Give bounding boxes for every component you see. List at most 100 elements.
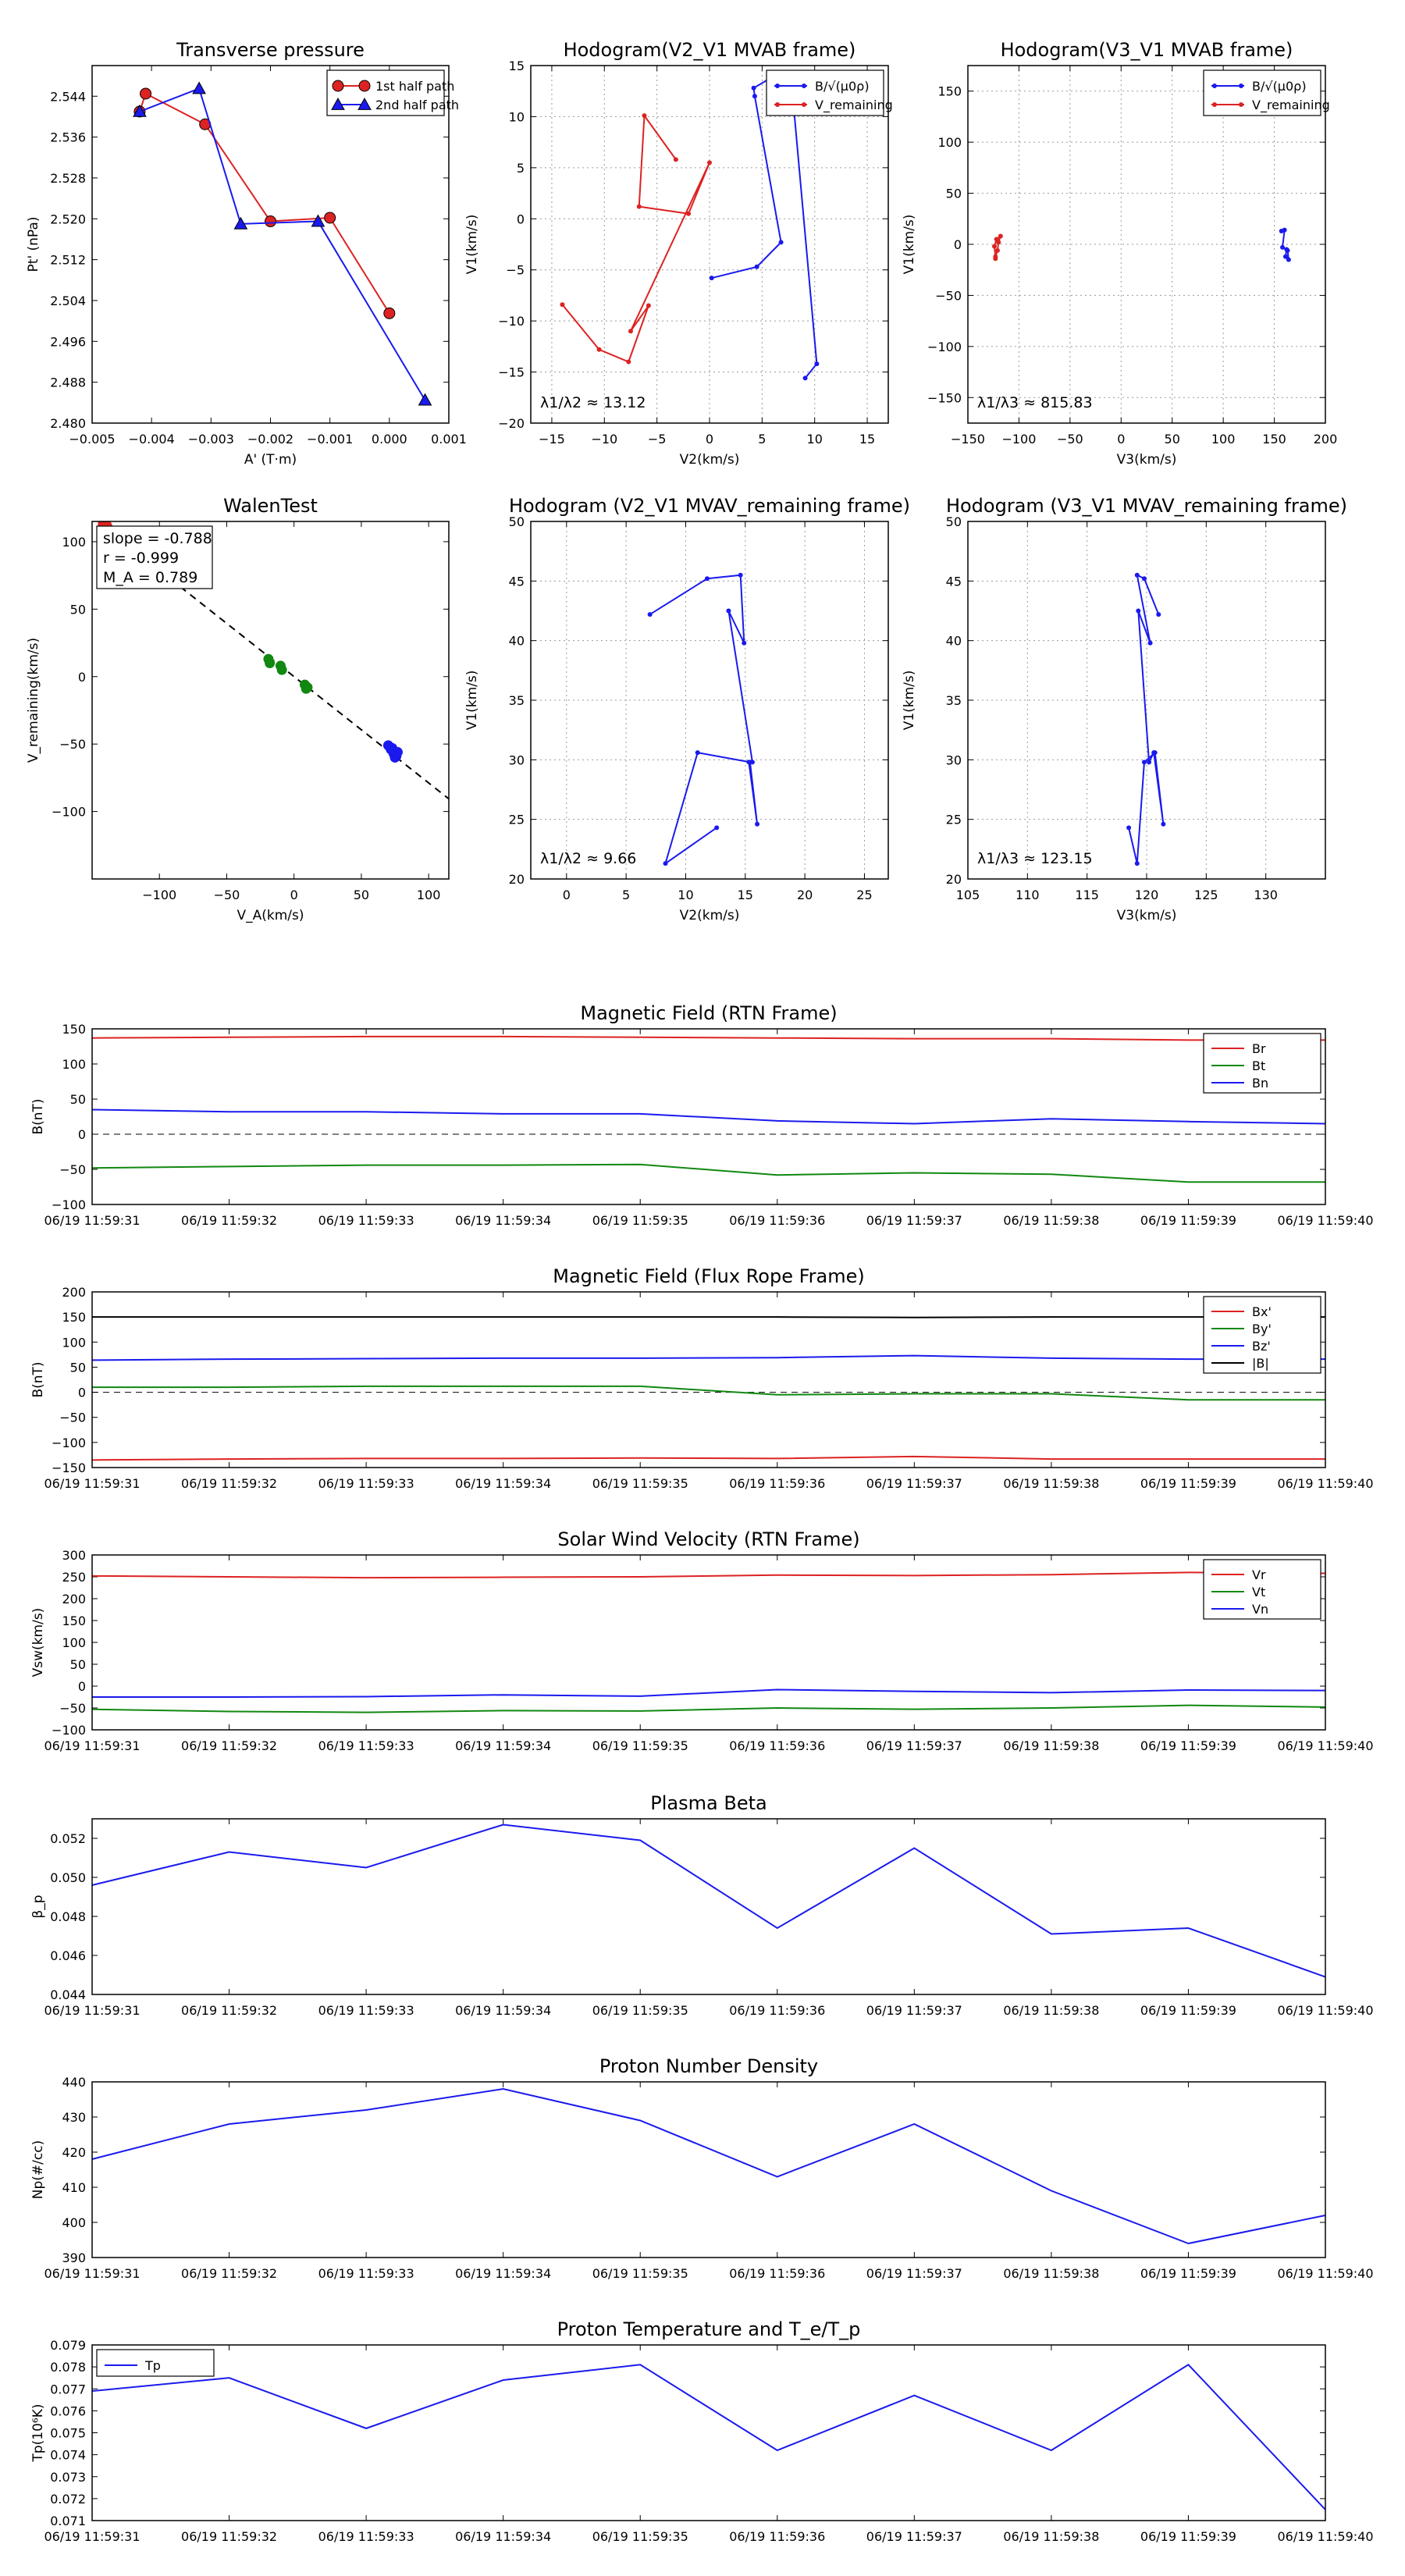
series-line-V_remaining bbox=[561, 113, 710, 363]
legend-label-V_remaining: V_remaining bbox=[1252, 98, 1330, 113]
x-tick-label: 06/19 11:59:37 bbox=[866, 2266, 962, 2281]
y-tick-label: 410 bbox=[62, 2180, 86, 2195]
x-tick-label: 06/19 11:59:38 bbox=[1003, 1476, 1099, 1491]
y-axis-label: Vsw(km/s) bbox=[30, 1608, 46, 1678]
legend: Vr Vt Vn bbox=[1203, 1559, 1321, 1620]
y-tick-label: 40 bbox=[509, 634, 525, 649]
y-tick-label: 200 bbox=[62, 1285, 86, 1300]
y-tick-label: 20 bbox=[946, 872, 962, 887]
y-tick-label: 150 bbox=[62, 1310, 86, 1325]
y-tick-label: 0 bbox=[954, 237, 962, 252]
legend-label-Br: Br bbox=[1252, 1041, 1266, 1056]
x-tick-label: 06/19 11:59:33 bbox=[318, 1213, 414, 1228]
series-group bbox=[133, 81, 432, 406]
y-tick-label: 2.480 bbox=[50, 416, 86, 431]
y-axis-label: V_remaining(km/s) bbox=[26, 638, 41, 763]
series-line-Bt bbox=[92, 1163, 1325, 1183]
x-tick-label: 06/19 11:59:33 bbox=[318, 1738, 414, 1753]
axes-frame bbox=[967, 521, 1326, 880]
x-tick-label: 06/19 11:59:38 bbox=[1003, 1738, 1099, 1753]
y-axis-label: Pt' (nPa) bbox=[26, 217, 41, 272]
legend-marker bbox=[332, 80, 344, 92]
series-group bbox=[92, 1316, 1325, 1461]
walen-stat-line: M_A = 0.789 bbox=[103, 569, 197, 586]
x-tick-label: 06/19 11:59:39 bbox=[1140, 2529, 1236, 2544]
x-tick-label: 06/19 11:59:31 bbox=[44, 1476, 140, 1491]
legend-marker bbox=[1239, 84, 1243, 88]
y-axis-label: V1(km/s) bbox=[902, 671, 917, 731]
data-point bbox=[1134, 572, 1140, 578]
y-tick-label: 0.073 bbox=[50, 2470, 86, 2485]
x-tick-label: 06/19 11:59:36 bbox=[729, 2529, 825, 2544]
y-tick-label: 25 bbox=[946, 813, 962, 827]
x-tick-label: 06/19 11:59:40 bbox=[1277, 2529, 1373, 2544]
axes-frame bbox=[91, 65, 450, 424]
y-tick-label: 0.076 bbox=[50, 2403, 86, 2418]
x-tick-label: 06/19 11:59:38 bbox=[1003, 2003, 1099, 2018]
x-tick-label: 06/19 11:59:37 bbox=[866, 2003, 962, 2018]
x-tick-label: 06/19 11:59:36 bbox=[729, 1738, 825, 1753]
x-tick-label: 06/19 11:59:38 bbox=[1003, 2266, 1099, 2281]
y-tick-label: 100 bbox=[937, 135, 962, 150]
series-line-Tp bbox=[92, 2364, 1325, 2510]
walen-stats-box bbox=[96, 525, 213, 589]
x-tick-label: 115 bbox=[1075, 888, 1099, 902]
data-point bbox=[1280, 244, 1286, 250]
data-point bbox=[802, 375, 808, 381]
chart-sw_velocity: 06/19 11:59:31 06/19 11:59:32 06/19 11:59:… bbox=[30, 1528, 1374, 1753]
y-tick-label: −50 bbox=[59, 1162, 86, 1177]
chart-title: Magnetic Field (Flux Rope Frame) bbox=[553, 1265, 864, 1287]
x-tick-label: 06/19 11:59:33 bbox=[318, 2003, 414, 2018]
x-tick-label: −15 bbox=[539, 432, 565, 447]
x-tick-label: 06/19 11:59:40 bbox=[1277, 1476, 1373, 1491]
y-axis-label: V1(km/s) bbox=[902, 215, 917, 275]
legend-marker bbox=[802, 102, 806, 107]
series-line-Vt bbox=[92, 1704, 1325, 1713]
x-tick-label: 10 bbox=[678, 888, 693, 902]
legend: B/√(μ0ρ) V_remaining bbox=[766, 69, 893, 116]
axes-frame bbox=[91, 1028, 1326, 1205]
data-point bbox=[1134, 861, 1140, 866]
x-tick-label: −50 bbox=[214, 888, 240, 902]
data-point bbox=[1147, 760, 1152, 765]
x-tick-label: 06/19 11:59:37 bbox=[866, 1738, 962, 1753]
x-tick-label: 06/19 11:59:32 bbox=[181, 1213, 277, 1228]
data-point bbox=[140, 87, 152, 100]
y-tick-label: 0.052 bbox=[50, 1831, 86, 1846]
x-tick-label: 06/19 11:59:33 bbox=[318, 1476, 414, 1491]
y-tick-label: −150 bbox=[52, 1461, 86, 1475]
data-point bbox=[1147, 640, 1153, 646]
x-tick-label: −0.005 bbox=[69, 432, 115, 447]
legend: 1st half path 2nd half path bbox=[326, 69, 459, 116]
data-point bbox=[1282, 254, 1288, 259]
chart-title: Hodogram(V3_V1 MVAB frame) bbox=[1001, 39, 1293, 61]
y-tick-label: −15 bbox=[498, 365, 525, 380]
x-axis-label: A' (T·m) bbox=[244, 452, 297, 468]
x-tick-label: 15 bbox=[859, 432, 875, 447]
series-group bbox=[92, 1035, 1325, 1183]
y-tick-label: 50 bbox=[70, 1657, 86, 1672]
x-tick-label: −100 bbox=[1001, 432, 1036, 447]
x-tick-label: 06/19 11:59:32 bbox=[181, 2529, 277, 2544]
data-point bbox=[714, 825, 720, 831]
data-point bbox=[1156, 612, 1161, 617]
x-tick-label: 06/19 11:59:37 bbox=[866, 1213, 962, 1228]
x-axis-label: V2(km/s) bbox=[680, 452, 740, 468]
series-line-beta bbox=[92, 1823, 1325, 1978]
data-point bbox=[994, 247, 1000, 253]
data-point bbox=[663, 861, 668, 866]
x-tick-label: 06/19 11:59:35 bbox=[592, 2266, 688, 2281]
y-tick-label: −100 bbox=[52, 1436, 86, 1450]
legend-label-V_remaining: V_remaining bbox=[815, 98, 893, 113]
y-tick-label: 0 bbox=[517, 212, 525, 226]
y-tick-label: 0.074 bbox=[50, 2448, 86, 2463]
y-tick-label: 0 bbox=[78, 1127, 86, 1142]
series-line-Bx' bbox=[92, 1455, 1325, 1461]
chart-title: Transverse pressure bbox=[176, 39, 365, 61]
legend-label-B/√(μ0ρ): B/√(μ0ρ) bbox=[1252, 79, 1307, 94]
x-tick-label: 0.001 bbox=[431, 432, 467, 447]
x-tick-label: 06/19 11:59:40 bbox=[1277, 2003, 1373, 2018]
x-tick-label: 0 bbox=[563, 888, 571, 902]
x-tick-label: 06/19 11:59:36 bbox=[729, 1476, 825, 1491]
chart-transverse_pressure: −0.005 −0.004 −0.003 −0.002 −0.001 0.000 0.001… bbox=[26, 39, 467, 468]
